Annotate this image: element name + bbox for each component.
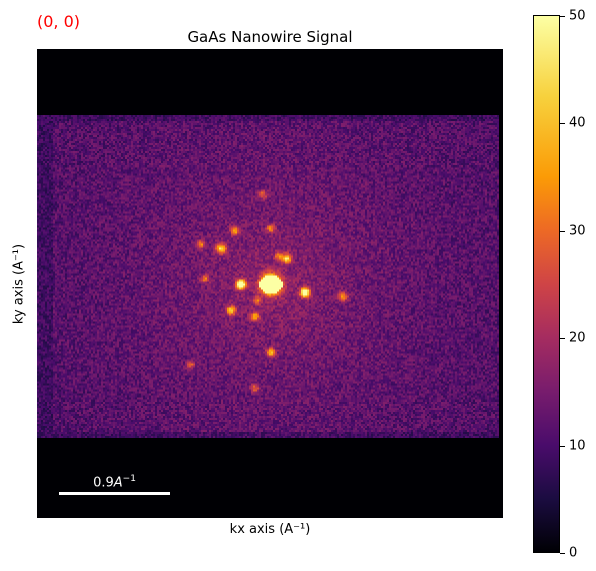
colorbar-tick (560, 123, 565, 125)
scalebar-label: 0.9A−1 (59, 474, 170, 490)
chart-title: GaAs Nanowire Signal (187, 28, 353, 46)
scalebar-unit-exponent: −1 (122, 474, 136, 484)
scalebar-unit-letter: A (113, 475, 123, 491)
colorbar-tick (560, 553, 565, 554)
colorbar-tick (560, 230, 565, 232)
diffraction-image (37, 49, 503, 518)
colorbar-tick (560, 16, 565, 17)
colorbar-tick (560, 445, 565, 447)
colorbar-tick-label: 10 (569, 438, 586, 454)
colorbar-tick-label: 20 (569, 330, 586, 346)
x-axis-label: kx axis (A⁻¹) (229, 522, 311, 537)
colorbar-tick-label: 0 (569, 545, 578, 561)
colorbar-tick-label: 40 (569, 115, 586, 131)
scalebar-line (59, 492, 170, 495)
colorbar-tick-label: 50 (569, 8, 586, 24)
scalebar-value: 0.9 (93, 475, 114, 491)
colorbar-tick-label: 30 (569, 223, 586, 239)
coordinate-readout: (0, 0) (37, 12, 81, 31)
colorbar (533, 15, 560, 553)
y-axis-label: ky axis (A⁻¹) (11, 243, 27, 325)
colorbar-tick (560, 338, 565, 340)
